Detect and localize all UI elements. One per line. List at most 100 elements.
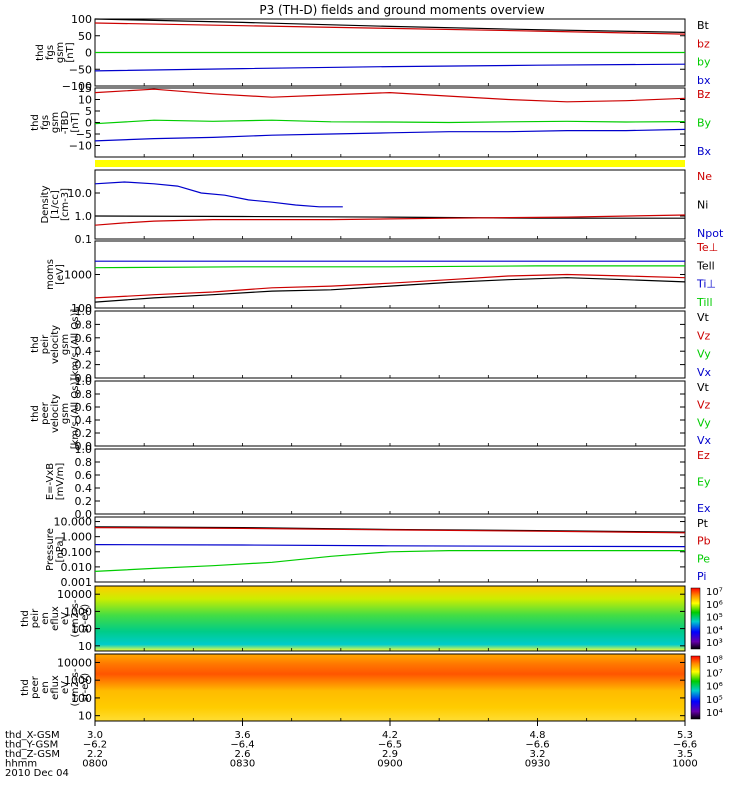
- y-axis-label: -TBD: [60, 111, 71, 135]
- x-tick-label: 4.8: [530, 730, 546, 741]
- x-row-label: thd_Z-GSM: [5, 749, 60, 760]
- legend-entry: Vt: [697, 381, 710, 394]
- y-tick-label: 0.0: [75, 508, 93, 521]
- y-axis-label: [nPa]: [55, 536, 66, 562]
- series-Bt: [94, 18, 686, 33]
- y-tick-label: 100: [71, 623, 92, 636]
- series-Ni: [94, 215, 685, 219]
- x-tick-label: 2.2: [87, 749, 103, 760]
- legend-entry: by: [697, 56, 711, 69]
- x-tick-label: −6.6: [525, 740, 549, 751]
- x-tick-label: −6.4: [230, 740, 254, 751]
- x-tick-label: 3.6: [235, 730, 251, 741]
- y-tick-label: 10000: [57, 656, 92, 669]
- y-axis-label: gsm: [60, 334, 71, 355]
- colorbar-tick-label: 10⁷: [706, 668, 723, 679]
- y-tick-label: 10.0: [68, 187, 93, 200]
- y-axis-label: thd: [35, 44, 46, 61]
- colorbar: [690, 655, 701, 720]
- y-tick-label: 0.2: [75, 495, 93, 508]
- y-tick-label: 0.0: [75, 440, 93, 453]
- y-tick-label: 0.6: [75, 469, 93, 482]
- y-tick-label: 10: [78, 640, 92, 653]
- y-axis-label: sr-eV): [80, 604, 91, 633]
- legend-entry: Bz: [697, 88, 711, 101]
- y-tick-label: 10000: [57, 588, 92, 601]
- y-axis-label: [cm-3]: [60, 188, 71, 221]
- x-tick-label: 3.0: [87, 730, 103, 741]
- y-tick-label: 0.001: [61, 576, 93, 589]
- legend-entry: Npot: [697, 227, 724, 240]
- y-tick-label: 0.6: [75, 332, 93, 345]
- y-tick-label: −5: [76, 128, 92, 141]
- series-Te⊥: [94, 273, 686, 299]
- colorbar-tick-label: 10⁴: [706, 625, 723, 636]
- spectrogram: [95, 654, 685, 721]
- x-tick-label: 3.2: [530, 749, 546, 760]
- y-axis-label: [1/cc]: [50, 190, 61, 219]
- panel-frame: [94, 169, 686, 240]
- y-tick-label: 0.1: [75, 233, 93, 246]
- y-axis-label: (cm2-s-: [70, 599, 81, 637]
- panel-frame: [94, 380, 686, 447]
- x-tick-label: 0900: [377, 759, 402, 770]
- legend-entry: Vt: [697, 311, 710, 324]
- legend-entry: Vz: [697, 329, 711, 342]
- colorbar-tick-label: 10⁸: [706, 655, 723, 666]
- series-Bx: [94, 128, 686, 142]
- y-tick-label: 10: [78, 94, 92, 107]
- y-tick-label: 0.8: [75, 456, 93, 469]
- y-tick-label: −10: [69, 140, 92, 153]
- y-axis-label: velocity: [50, 394, 61, 433]
- y-axis-label: (cm2-s-: [70, 668, 81, 706]
- legend-entry: Till: [696, 296, 713, 309]
- legend-entry: Ez: [697, 449, 710, 462]
- panel-frame: [94, 240, 686, 309]
- x-row-label: hhmm: [5, 759, 37, 770]
- legend-entry: Bt: [697, 19, 710, 32]
- y-axis-label: E=-VxB: [45, 463, 56, 500]
- series-Bz: [94, 88, 686, 103]
- x-tick-label: 0930: [525, 759, 550, 770]
- y-axis-label: velocity: [50, 325, 61, 364]
- y-axis-label: peer: [40, 401, 51, 425]
- y-axis-label: eflux: [50, 606, 61, 631]
- y-tick-label: 0.4: [75, 482, 93, 495]
- panel-1: 100 50 0 −50 −100 thd fgs gsm [nT] Bt bz by bx: [35, 13, 711, 93]
- x-tick-label: −6.6: [673, 740, 697, 751]
- legend-entry: Pb: [697, 535, 711, 548]
- colorbar-tick-label: 10⁶: [706, 600, 723, 611]
- colorbar-tick-label: 10⁵: [706, 613, 723, 624]
- y-tick-label: 100: [71, 692, 92, 705]
- y-axis-label: eV: [60, 681, 71, 694]
- y-tick-label: 1.000: [61, 531, 93, 544]
- y-tick-label: 10: [78, 710, 92, 723]
- y-axis-label: [mV/m]: [55, 463, 66, 501]
- legend-entry: Bx: [697, 145, 712, 158]
- series-By: [94, 119, 686, 125]
- colorbar-tick-label: 10⁴: [706, 708, 723, 719]
- y-tick-label: 0: [85, 117, 92, 130]
- y-tick-label: 1000: [64, 674, 92, 687]
- series-bx: [94, 63, 686, 72]
- y-axis-label: [km/s (All Qs)]: [70, 309, 81, 381]
- series-Pe: [94, 549, 685, 572]
- legend-entry: bz: [697, 37, 710, 50]
- x-tick-label: −6.2: [83, 740, 107, 751]
- legend-entry: Vy: [697, 348, 711, 361]
- y-tick-label: 0.2: [75, 427, 93, 440]
- y-axis-label: thd: [30, 114, 41, 131]
- y-axis-label: peir: [40, 334, 51, 354]
- y-axis-label: [km/s (All Qs)]: [70, 378, 81, 450]
- y-tick-label: 15: [78, 82, 92, 95]
- x-tick-label: 0800: [82, 759, 107, 770]
- y-tick-label: 0: [85, 47, 92, 60]
- y-axis-label: Pressure: [45, 528, 56, 571]
- series-bz: [94, 22, 686, 35]
- x-tick-label: −6.5: [378, 740, 402, 751]
- y-axis-label: [eV]: [55, 264, 66, 285]
